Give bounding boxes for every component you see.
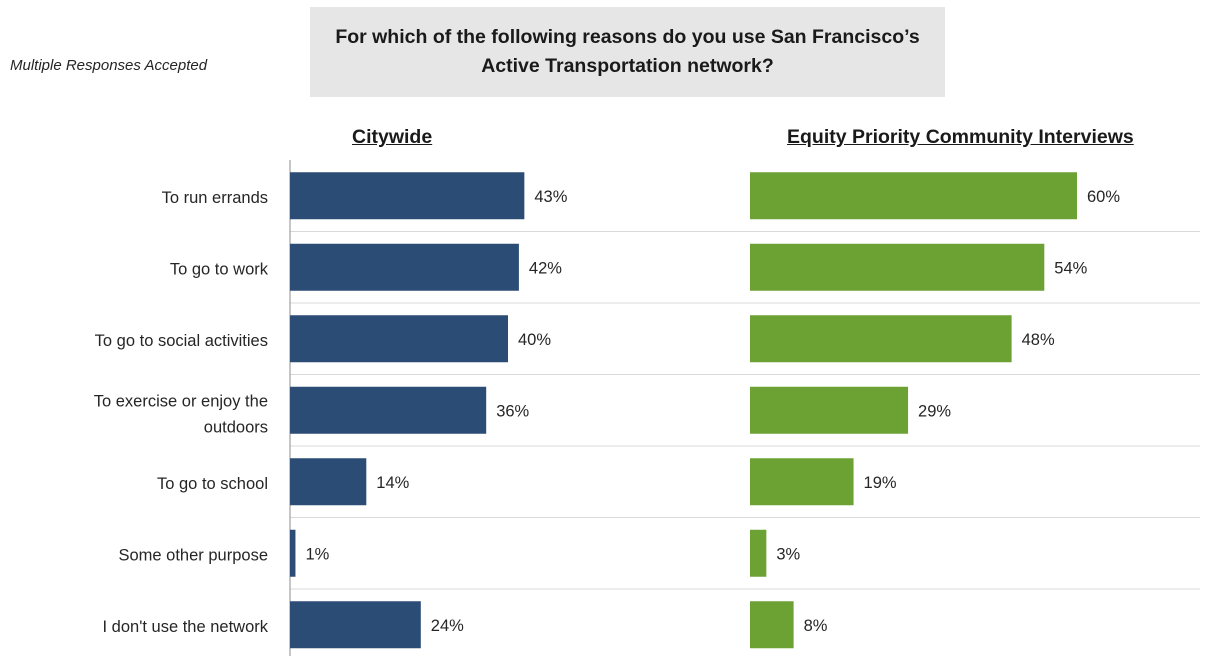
- bar: [290, 529, 296, 577]
- data-label: 42%: [529, 259, 562, 277]
- bar: [290, 601, 421, 649]
- bar: [290, 315, 508, 363]
- category-label: To run errands: [162, 189, 268, 207]
- data-label: 60%: [1087, 188, 1120, 206]
- category-label: To go to social activities: [95, 332, 268, 350]
- chart-title: For which of the following reasons do yo…: [335, 26, 920, 77]
- bar: [750, 315, 1012, 363]
- category-label: To go to work: [170, 260, 269, 278]
- bar: [750, 458, 854, 506]
- bar: [290, 243, 519, 291]
- data-label: 29%: [918, 402, 951, 420]
- category-label: To exercise or enjoy the outdoors: [94, 392, 268, 436]
- category-label: To go to school: [157, 475, 268, 493]
- bar: [290, 458, 367, 506]
- bar: [750, 529, 767, 577]
- data-label: 40%: [518, 331, 551, 349]
- data-label: 1%: [305, 545, 329, 563]
- bar: [290, 386, 487, 434]
- data-label: 14%: [376, 474, 409, 492]
- data-label: 43%: [534, 188, 567, 206]
- bar: [750, 172, 1077, 220]
- bar: [290, 172, 525, 220]
- data-label: 19%: [864, 474, 897, 492]
- data-label: 54%: [1054, 259, 1087, 277]
- bar: [750, 601, 794, 649]
- category-label: I don't use the network: [103, 618, 269, 636]
- panel-heading-equity: Equity Priority Community Interviews: [787, 126, 1134, 148]
- category-label: Some other purpose: [118, 546, 268, 564]
- data-label: 3%: [776, 545, 800, 563]
- note-multiple-responses: Multiple Responses Accepted: [10, 57, 208, 74]
- data-label: 36%: [496, 402, 529, 420]
- data-label: 24%: [431, 617, 464, 635]
- bar: [750, 243, 1045, 291]
- data-label: 48%: [1022, 331, 1055, 349]
- data-label: 8%: [804, 617, 828, 635]
- panel-heading-citywide: Citywide: [352, 126, 433, 148]
- chart-title-box: For which of the following reasons do yo…: [310, 7, 945, 97]
- bar: [750, 386, 909, 434]
